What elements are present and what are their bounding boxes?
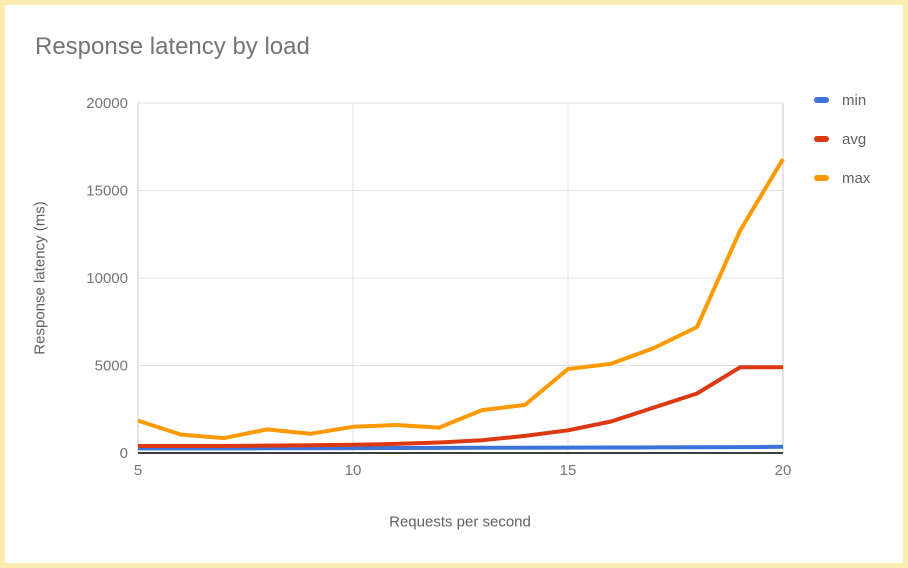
y-tick-label-15000: 15000	[86, 183, 128, 200]
legend-item-max[interactable]: max	[814, 168, 870, 188]
series-line-min[interactable]	[138, 444, 784, 451]
legend-item-min[interactable]: min	[814, 90, 870, 110]
legend-swatch-avg	[814, 136, 829, 142]
plot-area[interactable]: 0 5000 10000 15000 20000 5 10 15 20	[5, 5, 903, 563]
y-tick-label-20000: 20000	[86, 95, 128, 112]
x-tick-label-15: 15	[560, 462, 577, 479]
legend-swatch-min	[814, 97, 829, 103]
legend-item-avg[interactable]: avg	[814, 129, 870, 149]
chart-title: Response latency by load	[35, 33, 310, 60]
legend-label-max: max	[842, 169, 871, 187]
y-tick-label-10000: 10000	[86, 270, 128, 287]
legend-label-avg: avg	[842, 130, 867, 148]
legend-swatch-max	[814, 175, 829, 181]
legend-label-min: min	[842, 91, 867, 109]
x-tick-label-5: 5	[134, 462, 142, 479]
series-line-max[interactable]	[137, 157, 785, 441]
series-line-avg[interactable]	[138, 365, 783, 448]
y-tick-label-0: 0	[120, 445, 128, 462]
x-tick-label-20: 20	[775, 462, 792, 479]
x-tick-label-10: 10	[345, 462, 362, 479]
x-axis-title: Requests per second	[389, 513, 531, 531]
legend: min avg max	[814, 90, 870, 207]
y-tick-label-5000: 5000	[95, 358, 128, 375]
